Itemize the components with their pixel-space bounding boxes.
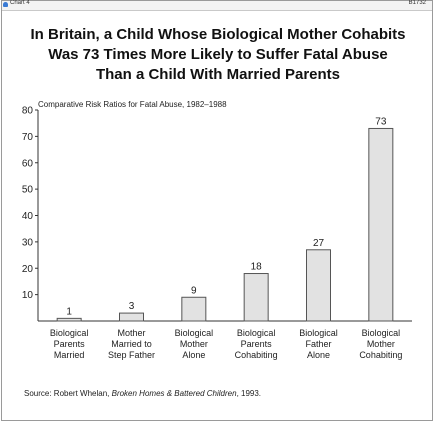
category-label: Mother <box>117 328 145 338</box>
category-label: Mother <box>180 339 208 349</box>
bar-value-label: 73 <box>375 116 387 127</box>
category-label: Parents <box>241 339 273 349</box>
category-label: Biological <box>50 328 89 338</box>
category-label: Biological <box>362 328 401 338</box>
category-label: Married <box>54 350 85 360</box>
category-label: Parents <box>54 339 86 349</box>
y-tick-label: 60 <box>22 158 34 169</box>
category-label: Mother <box>367 339 395 349</box>
chart-title-line: Than a Child With Married Parents <box>95 66 341 83</box>
y-tick-label: 50 <box>22 185 34 196</box>
y-tick-label: 20 <box>22 264 34 275</box>
bar <box>181 296 207 322</box>
bar <box>119 312 144 322</box>
bar-value-label: 1 <box>66 306 72 317</box>
window-top-bar: Chart 4 B1732 <box>2 0 432 11</box>
category-label: Alone <box>182 350 205 360</box>
chart-number-label: Chart 4 <box>10 0 30 6</box>
y-tick-label: 40 <box>22 211 34 222</box>
y-tick-label: 30 <box>22 237 34 248</box>
bar-value-label: 18 <box>251 262 263 273</box>
source-note: Source: Robert Whelan, Broken Homes & Ba… <box>24 389 261 398</box>
category-label: Biological <box>299 328 338 338</box>
y-tick-label: 10 <box>22 290 34 301</box>
chart-title: In Britain, a Child Whose Biological Mot… <box>0 25 436 85</box>
category-label: Married to <box>111 339 152 349</box>
bar <box>56 317 82 322</box>
y-tick-label: 80 <box>22 106 34 117</box>
bar-value-label: 27 <box>313 238 325 249</box>
category-label: Step Father <box>108 350 155 360</box>
chart-title-line: Was 73 Times More Likely to Suffer Fatal… <box>48 46 388 63</box>
source-author: Robert Whelan, <box>51 389 112 398</box>
source-work: Broken Homes & Battered Children <box>111 389 237 398</box>
chart-title-line: In Britain, a Child Whose Biological Mot… <box>30 26 406 43</box>
chart-subtitle: Comparative Risk Ratios for Fatal Abuse,… <box>38 100 227 109</box>
category-label: Biological <box>237 328 276 338</box>
bar <box>306 249 331 322</box>
chart-id-label: B1732 <box>408 0 426 6</box>
source-suffix: , 1993. <box>236 389 262 398</box>
bar <box>368 127 394 322</box>
bar <box>243 273 269 322</box>
bar-value-label: 9 <box>191 285 197 296</box>
category-label: Father <box>305 339 331 349</box>
bar-value-label: 3 <box>129 301 135 312</box>
bell-icon <box>3 2 8 7</box>
source-prefix: Source: <box>24 389 52 398</box>
category-label: Cohabiting <box>359 350 402 360</box>
y-tick-label: 70 <box>22 132 34 143</box>
category-label: Alone <box>307 350 330 360</box>
category-label: Biological <box>175 328 214 338</box>
category-label: Cohabiting <box>235 350 278 360</box>
